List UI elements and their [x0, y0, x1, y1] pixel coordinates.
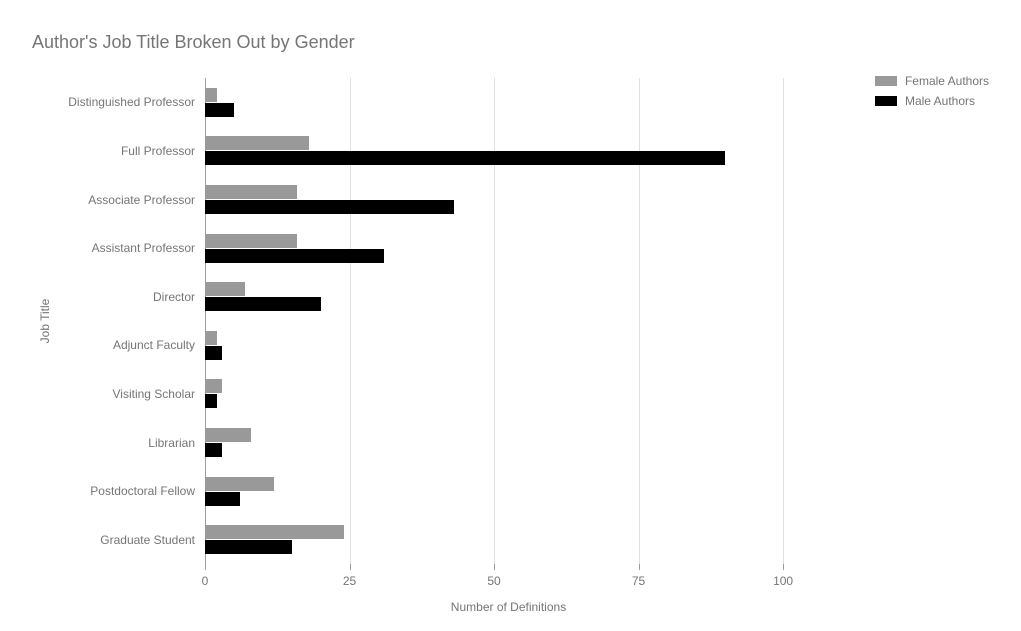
y-category-label: Full Professor [121, 144, 195, 158]
legend-swatch [875, 76, 897, 86]
legend: Female Authors Male Authors [875, 74, 989, 114]
bar [205, 443, 222, 457]
gridline [783, 78, 784, 564]
bar [205, 88, 217, 102]
legend-label: Female Authors [905, 74, 989, 88]
plot-area: 0255075100Distinguished ProfessorFull Pr… [205, 78, 812, 564]
legend-label: Male Authors [905, 94, 975, 108]
x-tick [783, 564, 784, 570]
x-tick-label: 50 [487, 574, 500, 588]
bar [205, 540, 292, 554]
legend-item: Female Authors [875, 74, 989, 88]
y-axis-title: Job Title [38, 299, 52, 344]
bar [205, 379, 222, 393]
bar [205, 136, 309, 150]
y-category-label: Visiting Scholar [113, 387, 196, 401]
y-category-label: Librarian [148, 436, 195, 450]
y-category-label: Director [153, 290, 195, 304]
bar [205, 103, 234, 117]
y-category-label: Distinguished Professor [68, 95, 195, 109]
x-tick-label: 100 [773, 574, 793, 588]
chart-title: Author's Job Title Broken Out by Gender [32, 32, 355, 53]
x-axis-title: Number of Definitions [451, 600, 566, 614]
bar [205, 331, 217, 345]
bar [205, 525, 344, 539]
bar [205, 282, 245, 296]
y-category-label: Associate Professor [88, 193, 195, 207]
x-tick-label: 25 [343, 574, 356, 588]
x-tick [350, 564, 351, 570]
bar [205, 394, 217, 408]
x-tick [205, 564, 206, 570]
bar [205, 297, 321, 311]
y-category-label: Assistant Professor [92, 241, 195, 255]
bar [205, 200, 454, 214]
x-tick-label: 75 [632, 574, 645, 588]
bar [205, 477, 274, 491]
bar [205, 428, 251, 442]
bar [205, 151, 725, 165]
bar [205, 346, 222, 360]
bar [205, 249, 384, 263]
bar [205, 492, 240, 506]
bar [205, 234, 297, 248]
y-category-label: Adjunct Faculty [113, 338, 195, 352]
y-category-label: Graduate Student [100, 533, 195, 547]
legend-swatch [875, 96, 897, 106]
bar [205, 185, 297, 199]
x-tick-label: 0 [202, 574, 209, 588]
chart-container: Author's Job Title Broken Out by Gender … [0, 0, 1021, 631]
y-category-label: Postdoctoral Fellow [90, 484, 195, 498]
x-tick [494, 564, 495, 570]
x-tick [639, 564, 640, 570]
legend-item: Male Authors [875, 94, 989, 108]
